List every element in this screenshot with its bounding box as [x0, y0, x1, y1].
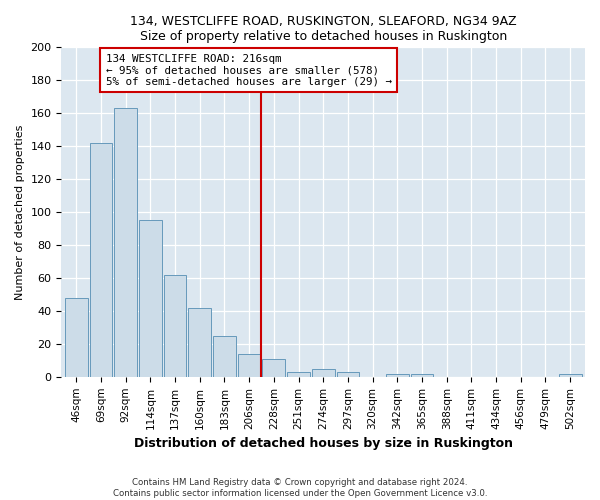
- Title: 134, WESTCLIFFE ROAD, RUSKINGTON, SLEAFORD, NG34 9AZ
Size of property relative t: 134, WESTCLIFFE ROAD, RUSKINGTON, SLEAFO…: [130, 15, 517, 43]
- Bar: [386, 374, 409, 377]
- X-axis label: Distribution of detached houses by size in Ruskington: Distribution of detached houses by size …: [134, 437, 513, 450]
- Bar: [164, 274, 187, 377]
- Text: 134 WESTCLIFFE ROAD: 216sqm
← 95% of detached houses are smaller (578)
5% of sem: 134 WESTCLIFFE ROAD: 216sqm ← 95% of det…: [106, 54, 392, 86]
- Bar: [312, 368, 335, 377]
- Y-axis label: Number of detached properties: Number of detached properties: [15, 124, 25, 300]
- Bar: [139, 220, 161, 377]
- Bar: [559, 374, 581, 377]
- Bar: [337, 372, 359, 377]
- Bar: [238, 354, 260, 377]
- Text: Contains HM Land Registry data © Crown copyright and database right 2024.
Contai: Contains HM Land Registry data © Crown c…: [113, 478, 487, 498]
- Bar: [287, 372, 310, 377]
- Bar: [89, 142, 112, 377]
- Bar: [65, 298, 88, 377]
- Bar: [262, 358, 285, 377]
- Bar: [188, 308, 211, 377]
- Bar: [410, 374, 433, 377]
- Bar: [213, 336, 236, 377]
- Bar: [114, 108, 137, 377]
